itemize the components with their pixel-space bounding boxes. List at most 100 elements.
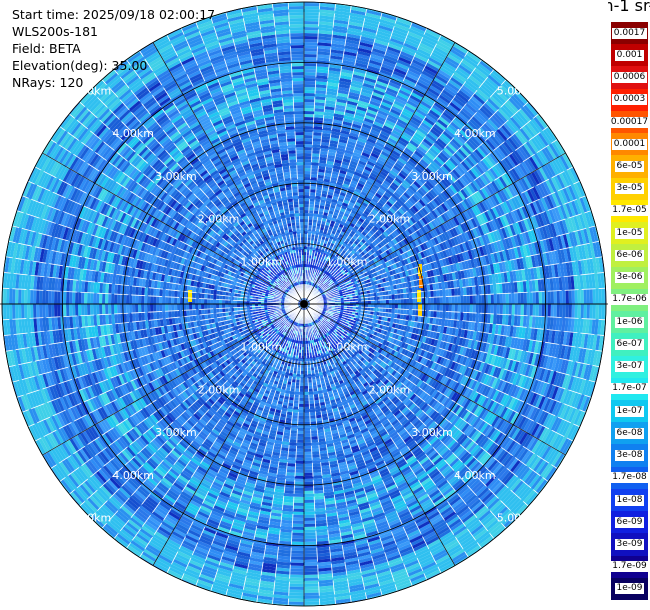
- radar-gate: [412, 274, 417, 281]
- radar-gate: [420, 73, 434, 83]
- radar-gate: [384, 54, 398, 63]
- radar-gate: [567, 217, 575, 233]
- radar-gate: [329, 207, 335, 212]
- radar-gate: [387, 137, 398, 145]
- radar-gate: [350, 9, 366, 16]
- radar-gate: [310, 186, 317, 190]
- radar-gate: [369, 155, 379, 162]
- radar-gate: [474, 148, 485, 160]
- radar-gate: [326, 194, 333, 199]
- radar-gate: [427, 59, 441, 70]
- radar-gate: [568, 201, 577, 217]
- radar-gate: [463, 295, 467, 304]
- radar-gate: [355, 56, 370, 63]
- radar-gate: [523, 218, 531, 232]
- radar-gate: [574, 304, 578, 319]
- radar-gate: [510, 236, 517, 248]
- radar-gate: [338, 194, 346, 200]
- radar-gate: [371, 126, 382, 134]
- radar-gate: [396, 219, 403, 226]
- radar-gate: [306, 252, 310, 256]
- radar-gate: [516, 315, 521, 327]
- radar-gate: [410, 233, 417, 241]
- radar-gate: [439, 250, 445, 260]
- radar-gate: [327, 73, 341, 78]
- radar-gate: [564, 170, 574, 186]
- radar-gate: [374, 266, 379, 272]
- radar-gate: [364, 207, 372, 214]
- radar-gate: [451, 304, 455, 312]
- radar-gate: [589, 288, 593, 304]
- radar-gate: [406, 309, 410, 316]
- radar-gate: [436, 243, 443, 253]
- radar-gate: [367, 293, 371, 298]
- radar-gate: [355, 108, 367, 115]
- radar-gate: [499, 106, 513, 119]
- radar-gate: [484, 171, 494, 183]
- radar-gate: [304, 66, 317, 70]
- radar-gate: [426, 284, 431, 292]
- radar-gate: [526, 217, 534, 231]
- radar-gate: [557, 205, 565, 221]
- radar-gate: [411, 254, 417, 262]
- radar-gate: [589, 304, 593, 320]
- radar-gate: [557, 190, 566, 205]
- radar-gate: [378, 315, 383, 321]
- radar-gate: [542, 252, 548, 266]
- radar-gate: [531, 154, 542, 169]
- radar-gate: [519, 245, 526, 258]
- radar-gate: [582, 196, 591, 212]
- radar-gate: [340, 278, 344, 283]
- radar-gate: [478, 201, 487, 213]
- radar-gate: [410, 195, 419, 203]
- radar-gate: [433, 245, 440, 254]
- radar-gate: [390, 317, 394, 323]
- radar-gate: [313, 284, 316, 289]
- radar-gate: [468, 137, 479, 149]
- radar-gate: [423, 95, 436, 105]
- radar-gate: [443, 109, 456, 120]
- radar-gate: [396, 159, 406, 168]
- radar-gate: [540, 130, 552, 145]
- radar-gate: [324, 283, 329, 287]
- radar-gate: [358, 217, 365, 224]
- radar-gate: [421, 97, 434, 107]
- radar-gate: [339, 207, 346, 213]
- radar-gate: [304, 27, 319, 31]
- radar-gate: [385, 160, 395, 168]
- radar-gate: [446, 126, 458, 137]
- radar-gate: [556, 139, 566, 154]
- radar-gate: [382, 299, 386, 304]
- radar-gate: [370, 281, 375, 286]
- radar-gate: [340, 307, 344, 311]
- radar-gate: [477, 161, 487, 173]
- radar-gate: [332, 237, 338, 242]
- radar-gate: [538, 149, 550, 164]
- radar-gate: [511, 151, 522, 165]
- radar-gate: [324, 287, 328, 291]
- radar-gate: [471, 150, 482, 162]
- radar-gate: [432, 283, 437, 291]
- radar-gate: [462, 320, 467, 330]
- radar-gate: [371, 197, 379, 204]
- radar-gate: [356, 182, 365, 189]
- radar-gate: [397, 293, 401, 300]
- radar-gate: [396, 17, 412, 26]
- radar-gate: [382, 95, 395, 104]
- radar-gate: [367, 135, 378, 142]
- radar-gate: [332, 290, 336, 293]
- radar-gate: [380, 258, 386, 265]
- radar-gate: [383, 282, 388, 287]
- radar-gate: [387, 290, 392, 296]
- radar-gate: [373, 280, 378, 286]
- radar-gate: [311, 153, 320, 157]
- radar-gate: [387, 113, 399, 122]
- radar-gate: [522, 280, 527, 293]
- radar-gate: [347, 166, 356, 172]
- radar-gate: [337, 213, 344, 219]
- radar-gate: [445, 304, 449, 312]
- radar-gate: [565, 331, 571, 346]
- radar-gate: [334, 156, 344, 162]
- radar-gate: [498, 283, 503, 294]
- radar-gate: [570, 318, 575, 333]
